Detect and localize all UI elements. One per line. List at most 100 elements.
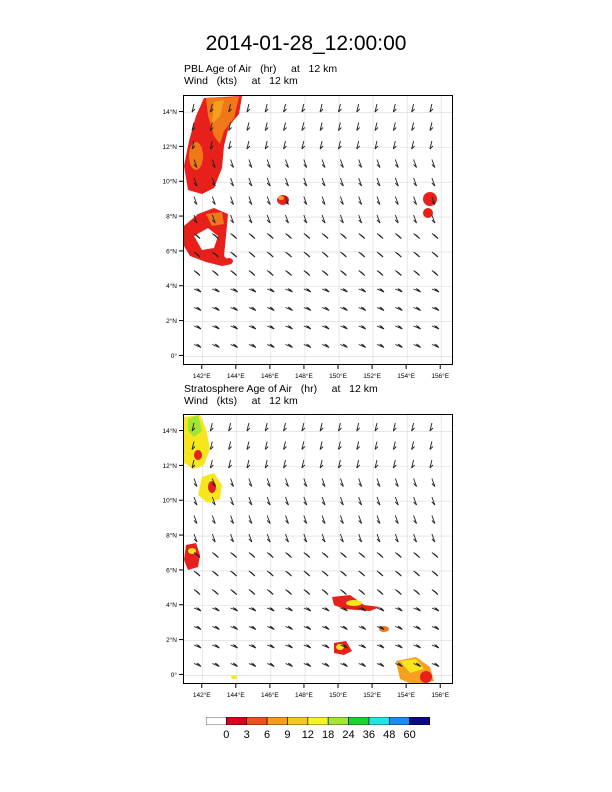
wind-barb-staff <box>230 214 235 224</box>
wind-barb-feather <box>266 164 271 168</box>
colorbar-swatch <box>307 717 329 725</box>
wind-barb-staff <box>267 607 275 612</box>
wind-barb <box>395 552 402 558</box>
wind-barb <box>337 441 342 450</box>
wind-barb-feather <box>380 344 385 348</box>
wind-barb-staff <box>394 515 399 524</box>
wind-barb-staff <box>248 288 257 293</box>
wind-barb <box>248 214 253 224</box>
wind-barb <box>340 625 348 630</box>
wind-barb-feather <box>232 607 237 611</box>
wind-barb-feather <box>413 201 417 205</box>
wind-barb-feather <box>289 288 293 293</box>
wind-barb-feather <box>289 663 293 667</box>
wind-barb <box>319 441 324 450</box>
wind-barb <box>395 343 403 348</box>
wind-barb <box>340 270 347 276</box>
wind-barb-staff <box>283 103 286 113</box>
wind-barb <box>193 306 202 311</box>
wind-barb-feather <box>264 127 269 131</box>
wind-barb-feather <box>195 252 200 257</box>
wind-barb-staff <box>431 196 436 205</box>
wind-barb-feather <box>307 307 312 311</box>
wind-barb-staff <box>413 644 421 649</box>
wind-barb-staff <box>209 422 213 432</box>
wind-barb-feather <box>394 501 399 506</box>
wind-barb-staff <box>264 103 268 113</box>
wind-barb-staff <box>211 196 216 205</box>
wind-barb-staff <box>413 533 418 543</box>
wind-barb-staff <box>209 122 213 131</box>
wind-barb <box>283 459 287 469</box>
wind-barb-feather <box>435 325 440 330</box>
wind-barb-staff <box>191 441 195 450</box>
wind-barb-staff <box>283 459 286 469</box>
wind-barb-staff <box>431 607 440 612</box>
wind-barb <box>212 288 220 293</box>
wind-barb-staff <box>394 533 399 543</box>
wind-barb <box>212 343 220 348</box>
wind-barb-feather <box>324 607 329 611</box>
wind-barb-feather <box>415 625 420 630</box>
wind-barb-feather <box>378 590 383 594</box>
wind-barb <box>431 570 439 577</box>
wind-barb-staff <box>230 325 238 330</box>
wind-barb <box>429 459 434 469</box>
wind-barb-staff <box>321 344 330 348</box>
lon-tick-label: 156°E <box>431 691 449 699</box>
wind-barb-feather <box>214 644 219 648</box>
wind-barb-feather <box>342 607 347 611</box>
wind-barb-feather <box>246 446 251 450</box>
wind-barb-feather <box>429 108 434 113</box>
wind-barb-feather <box>397 625 402 630</box>
wind-barb <box>358 589 366 595</box>
wind-barb <box>301 459 306 469</box>
wind-barb-feather <box>434 306 438 311</box>
wind-barb <box>319 122 324 131</box>
wind-barb-feather <box>248 483 253 487</box>
wind-barb-staff <box>339 196 344 205</box>
wind-barb-staff <box>267 307 275 311</box>
wind-barb-feather <box>398 325 403 330</box>
wind-barb <box>395 233 402 239</box>
wind-barb <box>358 478 363 487</box>
wind-barb-staff <box>248 307 257 311</box>
wind-barb-staff <box>266 159 271 168</box>
colorbar-swatch <box>327 717 349 725</box>
wind-barb-staff <box>285 496 289 506</box>
lat-tick-label: 0° <box>171 671 178 679</box>
wind-barb-staff <box>411 140 415 150</box>
wind-barb-staff <box>376 159 381 168</box>
colorbar-swatch <box>409 717 430 725</box>
wind-barb-staff <box>356 122 360 131</box>
lat-tick-label: 14°N <box>162 427 177 435</box>
wind-barb-feather <box>319 108 324 113</box>
wind-barb-feather <box>230 219 234 224</box>
wind-barb <box>303 570 311 577</box>
wind-barb <box>283 441 287 450</box>
wind-barb-feather <box>413 164 417 168</box>
wind-barb <box>230 607 238 612</box>
lon-tick-label: 142°E <box>193 372 211 380</box>
wind-barb-feather <box>344 288 348 293</box>
wind-barb <box>264 459 269 469</box>
wind-barb <box>193 288 202 293</box>
wind-barb-staff <box>321 159 326 168</box>
wind-barb-staff <box>340 344 348 348</box>
wind-barb <box>230 644 238 649</box>
wind-barb <box>431 533 436 543</box>
wind-barb-staff <box>340 307 348 311</box>
wind-barb-staff <box>374 103 378 113</box>
wind-barb-staff <box>321 663 330 667</box>
wind-barb <box>246 422 251 432</box>
wind-barb <box>193 570 201 577</box>
wind-barb-feather <box>270 325 275 330</box>
wind-barb-feather <box>209 127 214 131</box>
main-title: 2014-01-28_12:00:00 <box>205 32 407 55</box>
wind-barb-feather <box>356 464 361 469</box>
wind-barb <box>358 515 363 524</box>
wind-barb-feather <box>197 344 202 348</box>
wind-barb <box>340 288 348 293</box>
wind-barb-feather <box>380 607 385 612</box>
panel2-field-label: Stratosphere Age of Air (hr) at 12 km <box>184 383 378 395</box>
